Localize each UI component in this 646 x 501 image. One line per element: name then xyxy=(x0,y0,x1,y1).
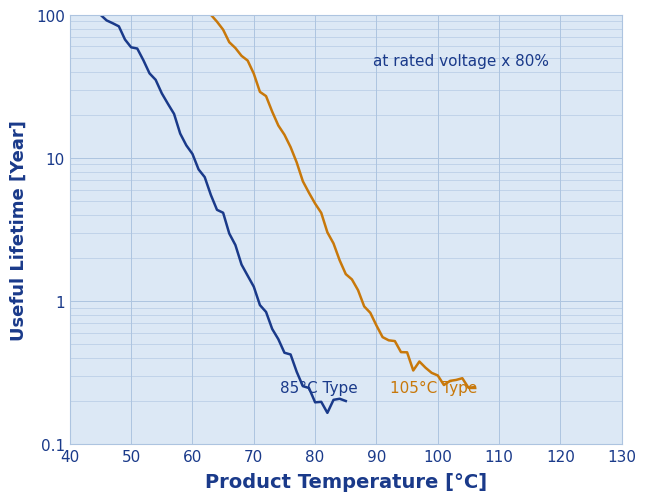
Text: 85°C Type: 85°C Type xyxy=(280,380,357,395)
Text: at rated voltage x 80%: at rated voltage x 80% xyxy=(373,54,549,69)
Text: 105°C Type: 105°C Type xyxy=(390,380,477,395)
Y-axis label: Useful Lifetime [Year]: Useful Lifetime [Year] xyxy=(10,120,28,340)
X-axis label: Product Temperature [°C]: Product Temperature [°C] xyxy=(205,472,487,491)
